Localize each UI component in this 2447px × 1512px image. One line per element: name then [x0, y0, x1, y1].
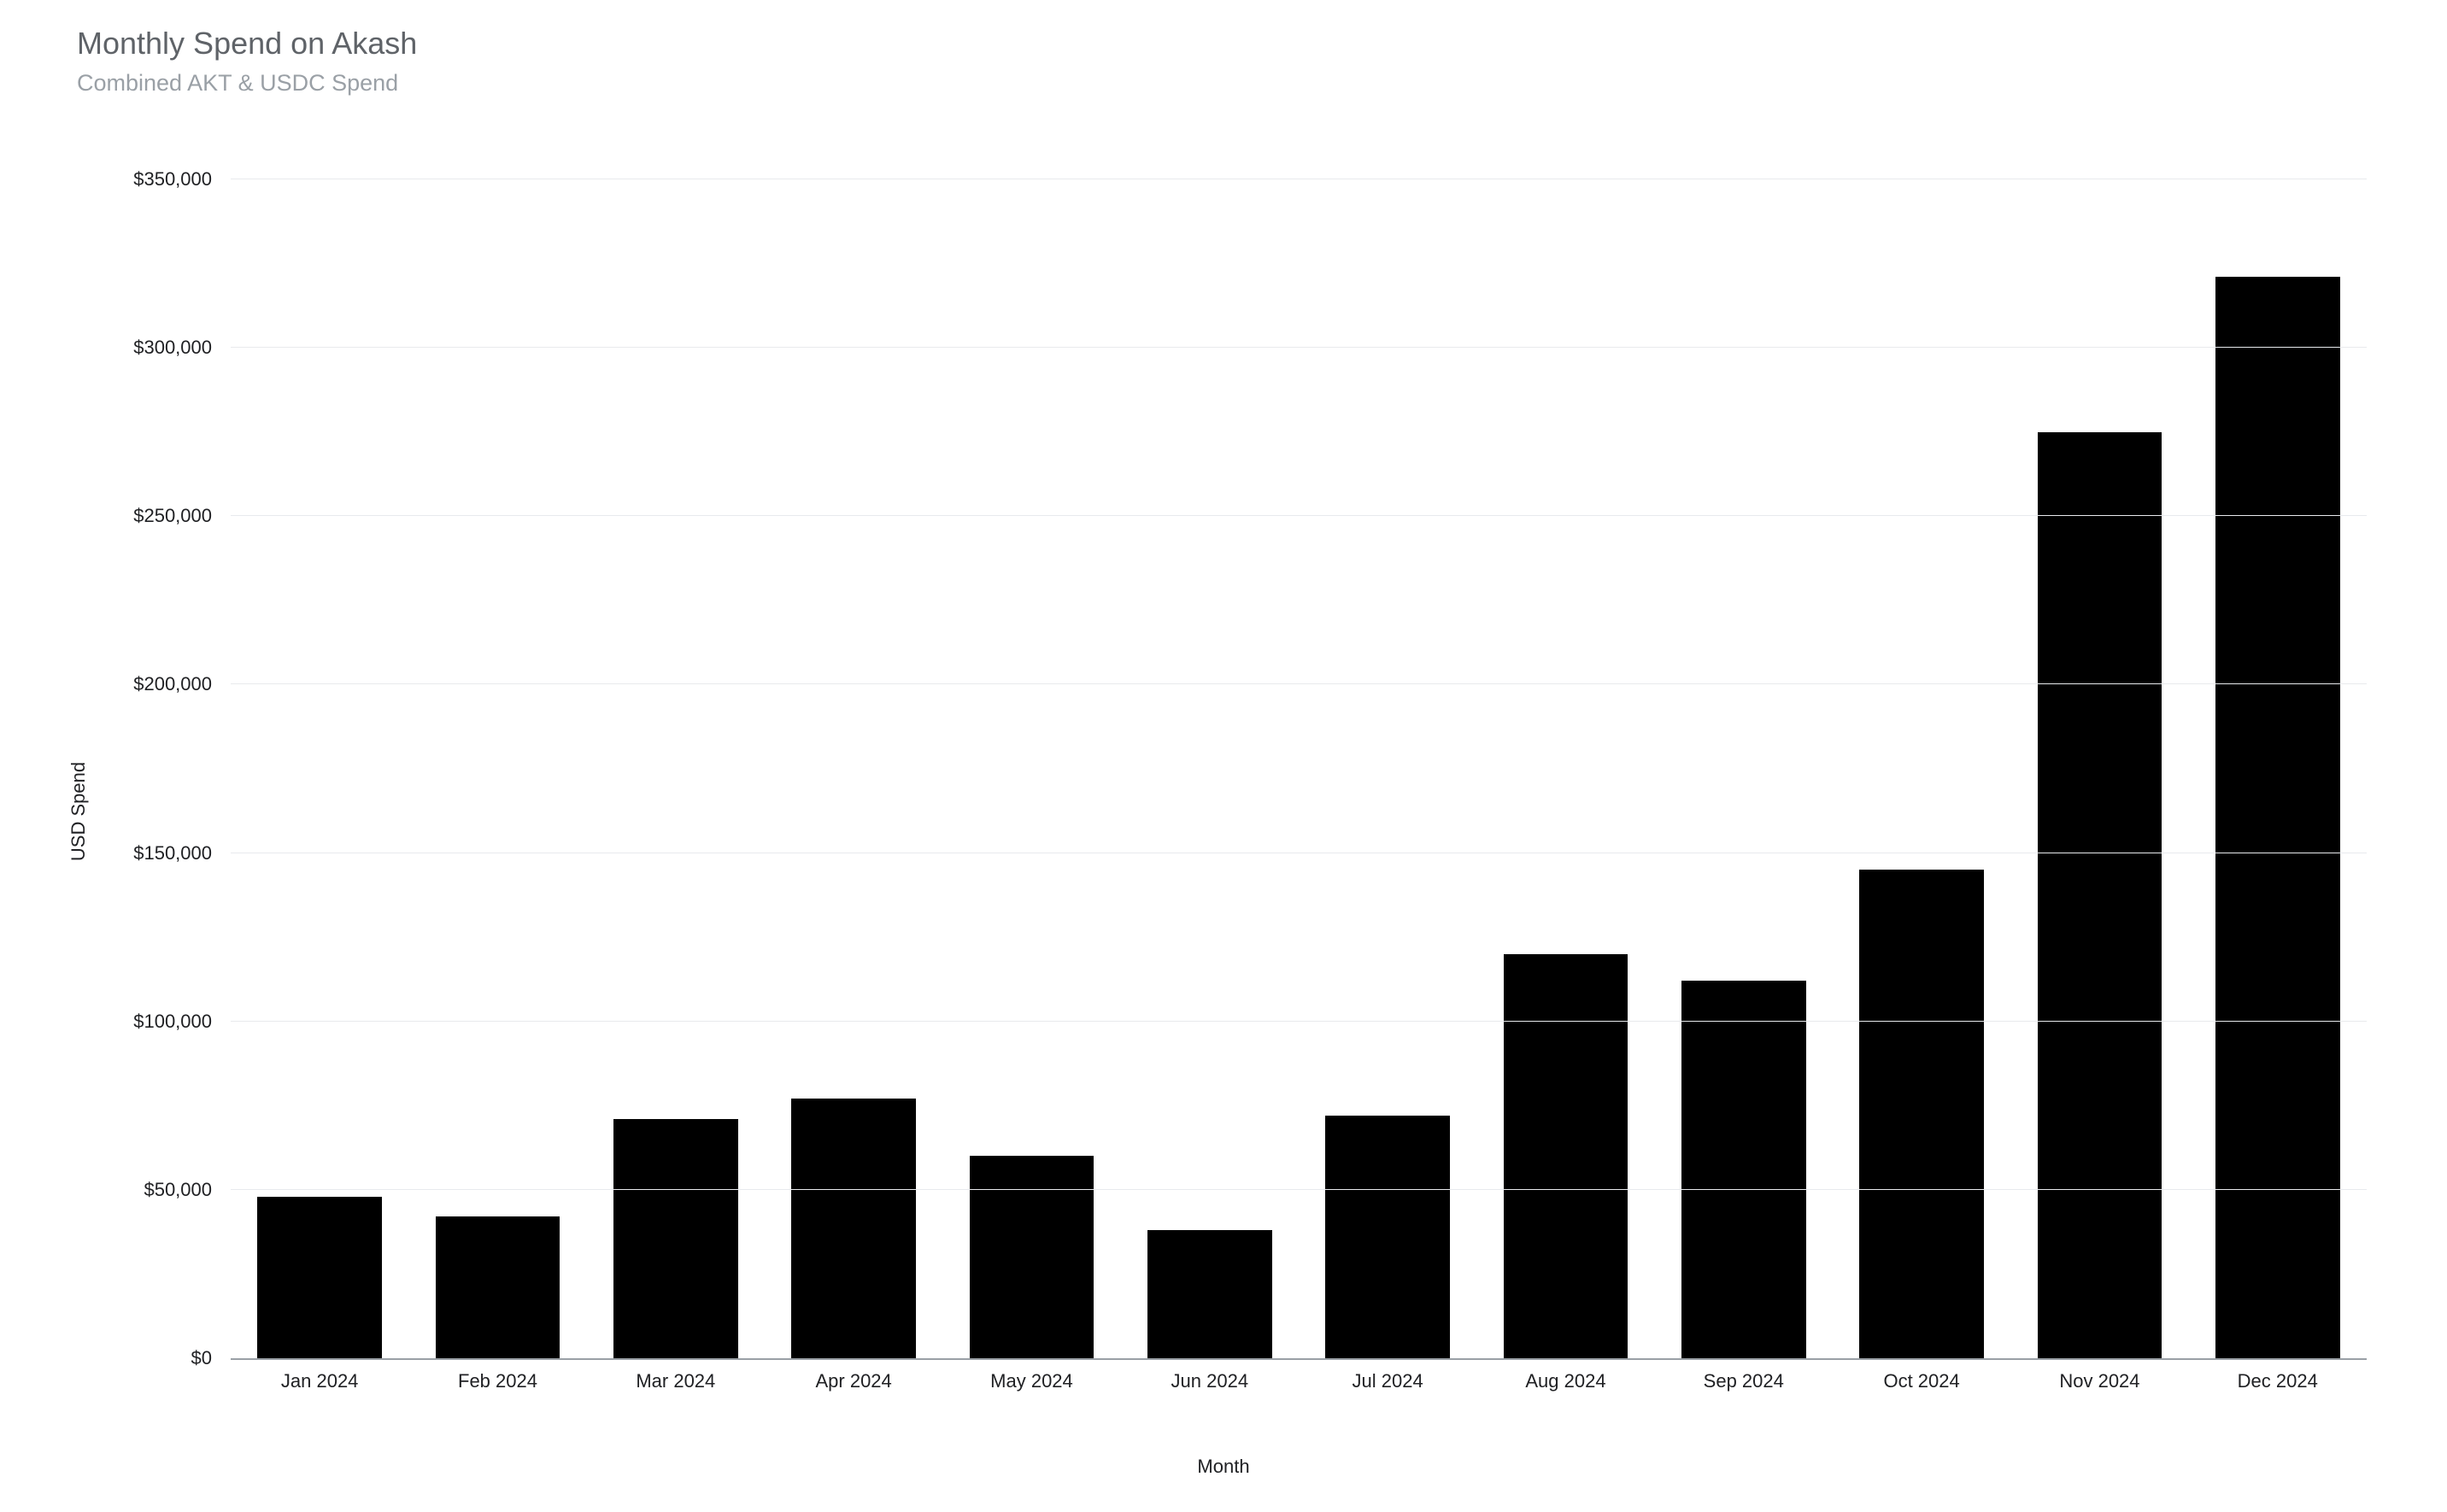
bar-slot: Jan 2024 — [231, 179, 408, 1358]
y-tick-label: $50,000 — [144, 1179, 212, 1201]
chart-wrapper: USD Spend Jan 2024Feb 2024Mar 2024Apr 20… — [77, 154, 2370, 1469]
bar — [970, 1156, 1094, 1358]
y-tick-label: $300,000 — [133, 337, 212, 359]
x-tick-label: Jun 2024 — [1171, 1370, 1249, 1392]
x-tick-label: Dec 2024 — [2238, 1370, 2318, 1392]
bar — [1147, 1230, 1272, 1358]
gridline — [231, 1021, 2367, 1022]
x-tick-label: Jan 2024 — [281, 1370, 359, 1392]
y-tick-label: $150,000 — [133, 842, 212, 864]
x-tick-label: Apr 2024 — [815, 1370, 891, 1392]
gridline — [231, 1189, 2367, 1190]
x-tick-label: Aug 2024 — [1525, 1370, 1605, 1392]
bar — [791, 1099, 916, 1358]
bar-slot: Feb 2024 — [408, 179, 586, 1358]
bars-row: Jan 2024Feb 2024Mar 2024Apr 2024May 2024… — [231, 179, 2367, 1358]
bar-slot: Mar 2024 — [587, 179, 765, 1358]
plot-area: Jan 2024Feb 2024Mar 2024Apr 2024May 2024… — [231, 179, 2367, 1360]
x-tick-label: Oct 2024 — [1883, 1370, 1959, 1392]
page: Monthly Spend on Akash Combined AKT & US… — [0, 0, 2447, 1512]
bar — [2038, 432, 2162, 1358]
bar-slot: Dec 2024 — [2189, 179, 2367, 1358]
y-tick-label: $100,000 — [133, 1011, 212, 1033]
y-tick-label: $0 — [191, 1347, 212, 1369]
y-tick-label: $250,000 — [133, 505, 212, 527]
gridline — [231, 515, 2367, 516]
x-tick-label: May 2024 — [990, 1370, 1073, 1392]
x-tick-label: Jul 2024 — [1353, 1370, 1423, 1392]
bar-slot: Jun 2024 — [1121, 179, 1299, 1358]
bar-slot: May 2024 — [942, 179, 1120, 1358]
bar-slot: Aug 2024 — [1476, 179, 1654, 1358]
bar — [1325, 1116, 1450, 1358]
x-tick-label: Nov 2024 — [2059, 1370, 2139, 1392]
bar-slot: Nov 2024 — [2010, 179, 2188, 1358]
bar — [2215, 277, 2340, 1358]
chart-title: Monthly Spend on Akash — [77, 26, 417, 62]
y-tick-label: $200,000 — [133, 673, 212, 695]
bar — [613, 1119, 738, 1358]
x-tick-label: Feb 2024 — [458, 1370, 537, 1392]
bar-slot: Sep 2024 — [1655, 179, 1833, 1358]
bar — [1504, 954, 1628, 1358]
y-axis-label: USD Spend — [67, 762, 90, 861]
chart-subtitle: Combined AKT & USDC Spend — [77, 70, 398, 97]
x-axis-label: Month — [1197, 1456, 1249, 1478]
y-tick-label: $350,000 — [133, 168, 212, 190]
bar-slot: Jul 2024 — [1299, 179, 1476, 1358]
bar — [257, 1197, 382, 1358]
bar-slot: Apr 2024 — [765, 179, 942, 1358]
bar-slot: Oct 2024 — [1833, 179, 2010, 1358]
x-tick-label: Mar 2024 — [636, 1370, 715, 1392]
bar — [436, 1216, 560, 1358]
bar — [1859, 870, 1984, 1358]
gridline — [231, 347, 2367, 348]
x-tick-label: Sep 2024 — [1704, 1370, 1784, 1392]
gridline — [231, 683, 2367, 684]
bar — [1681, 981, 1806, 1358]
